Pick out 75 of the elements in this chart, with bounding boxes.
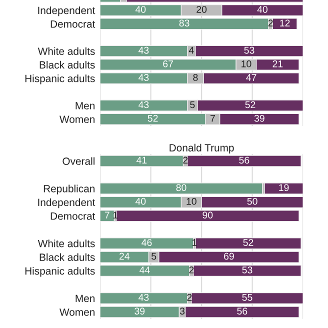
data-label: 40	[135, 6, 146, 13]
data-label: 2	[187, 294, 192, 301]
data-label: 43	[138, 74, 149, 81]
y-tick-label: Women	[60, 116, 95, 124]
y-tick-label: Men	[76, 102, 95, 110]
data-label: 69	[224, 252, 234, 260]
y-tick-label: Overall	[62, 157, 94, 165]
data-label: 39	[254, 114, 264, 122]
data-label: 4	[188, 46, 194, 54]
y-tick-label: Hispanic adults	[25, 74, 95, 84]
data-label: 7	[104, 212, 110, 218]
data-label: 43	[138, 101, 149, 108]
data-label: 43	[138, 294, 149, 301]
data-label: 2	[183, 156, 188, 164]
y-tick-label: Women	[60, 308, 95, 316]
y-tick-label: Black adults	[40, 253, 95, 261]
data-label: 50	[247, 198, 258, 205]
bar	[195, 238, 302, 250]
y-tick-label: Independent	[38, 198, 96, 208]
bar	[191, 292, 304, 304]
data-label: 40	[135, 198, 146, 205]
data-label: 83	[179, 20, 190, 26]
data-label: 10	[242, 60, 252, 68]
bar	[272, 18, 298, 30]
data-label: 44	[140, 266, 150, 274]
data-label: 53	[242, 266, 252, 274]
y-tick-label: Democrat	[50, 20, 96, 28]
y-tick-label: Men	[76, 294, 95, 302]
bar	[100, 292, 188, 304]
y-tick-label: Independent	[38, 6, 96, 16]
data-label: 67	[163, 60, 173, 68]
data-label: 80	[176, 184, 186, 192]
data-label: 52	[243, 239, 254, 246]
data-label: 90	[202, 212, 213, 219]
data-label: 21	[272, 60, 283, 68]
data-label: 56	[239, 156, 250, 164]
data-label: 24	[119, 252, 130, 260]
data-label: 19	[279, 184, 289, 192]
data-label: 5	[152, 252, 156, 260]
data-label: 56	[237, 308, 248, 315]
data-label: 39	[134, 308, 145, 315]
data-label: 2	[189, 266, 194, 274]
data-label: 20	[196, 6, 207, 13]
y-tick-label: White adults	[38, 47, 95, 55]
data-label: 55	[242, 294, 252, 301]
bar	[100, 264, 190, 277]
y-tick-label: Hispanic adults	[25, 267, 95, 277]
bar	[264, 182, 304, 194]
y-tick-label: White adults	[38, 240, 95, 248]
data-label: 46	[142, 239, 152, 246]
y-tick-label: Republican	[44, 184, 95, 194]
chart-title: Donald Trump	[170, 144, 234, 154]
data-label: 8	[193, 74, 198, 81]
data-label: 47	[246, 74, 256, 81]
data-label: 2	[268, 20, 273, 26]
data-label: 12	[280, 20, 290, 26]
bar	[100, 182, 263, 194]
data-label: 43	[138, 46, 149, 54]
y-tick-label: Democrat	[50, 212, 96, 220]
data-label: 10	[186, 198, 196, 205]
bar	[100, 18, 269, 30]
data-label: 7	[210, 114, 215, 122]
bar	[193, 264, 302, 277]
data-label: 53	[244, 46, 254, 54]
y-tick-label: Black adults	[40, 60, 95, 69]
data-label: 41	[136, 156, 147, 164]
data-label: 52	[245, 101, 256, 108]
data-label: 40	[257, 6, 268, 13]
bar	[100, 238, 194, 250]
data-label: 52	[148, 114, 158, 122]
bar	[100, 155, 184, 167]
data-label: 3	[180, 308, 185, 315]
data-label: 5	[190, 101, 195, 108]
bar	[186, 155, 302, 167]
bar	[116, 210, 300, 222]
